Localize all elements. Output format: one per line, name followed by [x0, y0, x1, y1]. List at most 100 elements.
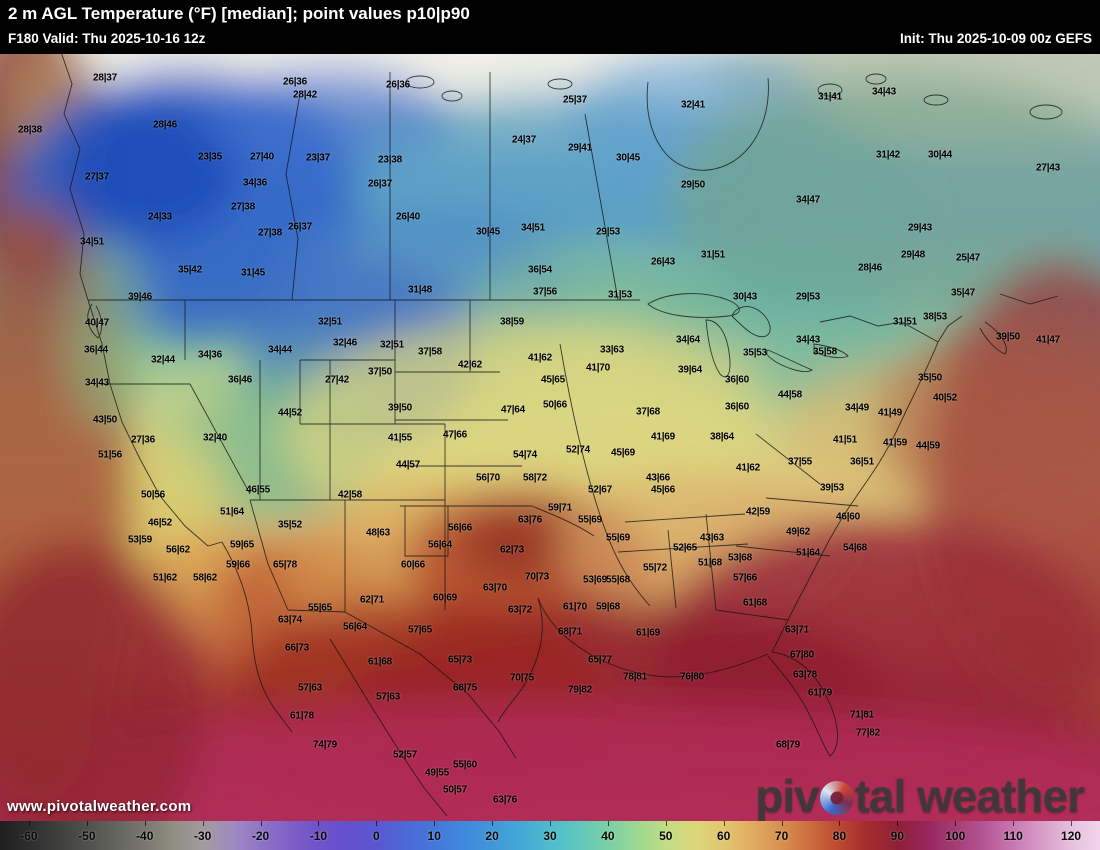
point-value: 65|77	[587, 654, 613, 666]
point-value: 38|53	[922, 311, 948, 323]
point-value: 26|43	[650, 256, 676, 268]
point-value: 51|68	[697, 557, 723, 569]
colorbar-tick-label: 50	[659, 828, 673, 843]
logo-text-post: tal weather	[854, 770, 1085, 821]
point-value: 56|64	[342, 621, 368, 633]
point-value: 27|36	[130, 434, 156, 446]
point-value: 34|44	[267, 344, 293, 356]
point-value: 53|69	[582, 574, 608, 586]
map-borders	[61, 54, 1063, 817]
point-value: 41|55	[387, 432, 413, 444]
colorbar-tick-label: -10	[309, 828, 328, 843]
colorbar-tick-mark	[550, 821, 551, 826]
point-value: 57|66	[732, 572, 758, 584]
point-value: 65|73	[447, 654, 473, 666]
point-value: 41|62	[735, 462, 761, 474]
point-value: 56|66	[447, 522, 473, 534]
point-value: 27|37	[84, 171, 110, 183]
point-value: 31|51	[892, 316, 918, 328]
colorbar-tick-mark	[28, 821, 30, 826]
point-value: 28|46	[857, 262, 883, 274]
point-value: 52|74	[565, 444, 591, 456]
point-value: 31|53	[607, 289, 633, 301]
point-value: 40|52	[932, 392, 958, 404]
point-value: 28|42	[292, 89, 318, 101]
point-value: 29|41	[567, 142, 593, 154]
point-value: 27|43	[1035, 162, 1061, 174]
point-value: 55|72	[642, 562, 668, 574]
pivotal-weather-logo: piv tal weather	[755, 770, 1085, 821]
point-value: 44|57	[395, 459, 421, 471]
point-value: 29|53	[595, 226, 621, 238]
colorbar-tick-mark	[665, 821, 667, 826]
valid-time-label: F180 Valid: Thu 2025-10-16 12z	[8, 31, 206, 46]
point-value: 60|69	[432, 592, 458, 604]
point-value: 42|58	[337, 489, 363, 501]
point-value: 30|43	[732, 291, 758, 303]
point-value: 55|69	[577, 514, 603, 526]
point-value: 47|66	[442, 429, 468, 441]
point-value: 47|64	[500, 404, 526, 416]
point-values-layer: 28|37 26|36 26|36 28|42 25|37 32|41 31|41 34|43…	[0, 54, 1100, 821]
point-value: 29|43	[907, 222, 933, 234]
point-value: 23|38	[377, 154, 403, 166]
point-value: 37|55	[787, 456, 813, 468]
point-value: 36|60	[724, 401, 750, 413]
temperature-field	[0, 54, 1100, 821]
point-value: 63|76	[492, 794, 518, 806]
point-value: 52|57	[392, 749, 418, 761]
point-value: 51|64	[795, 547, 821, 559]
point-value: 31|45	[240, 267, 266, 279]
point-value: 30|44	[927, 149, 953, 161]
point-value: 30|45	[615, 152, 641, 164]
colorbar: -60 -50 -40 -30 -20 -10 0 10 20 30 40 50 60 70 80 90 100…	[0, 821, 1100, 850]
point-value: 61|78	[289, 710, 315, 722]
point-value: 63|72	[507, 604, 533, 616]
point-value: 36|60	[724, 374, 750, 386]
point-value: 71|81	[849, 709, 875, 721]
point-value: 34|47	[795, 194, 821, 206]
point-value: 68|79	[775, 739, 801, 751]
colorbar-tick-label: 0	[372, 828, 380, 843]
logo-swirl-icon	[819, 781, 854, 815]
point-value: 39|53	[819, 482, 845, 494]
colorbar-tick-label: 60	[716, 828, 731, 843]
point-value: 41|51	[832, 434, 858, 446]
point-value: 25|37	[562, 94, 588, 106]
point-value: 58|62	[192, 572, 218, 584]
colorbar-tick-label: 120	[1061, 828, 1082, 843]
point-value: 44|59	[915, 440, 941, 452]
point-value: 68|75	[452, 682, 478, 694]
point-value: 56|62	[165, 544, 191, 556]
point-value: 63|78	[792, 669, 818, 681]
colorbar-tick-label: 30	[543, 828, 557, 843]
point-value: 54|68	[842, 542, 868, 554]
colorbar-tick-mark	[839, 821, 841, 826]
point-value: 32|51	[379, 339, 405, 351]
point-value: 40|47	[84, 317, 110, 329]
point-value: 30|45	[475, 226, 501, 238]
point-value: 58|72	[522, 472, 548, 484]
point-value: 41|59	[882, 437, 908, 449]
colorbar-tick-mark	[781, 821, 783, 826]
init-time-label: Init: Thu 2025-10-09 00z GEFS	[899, 31, 1092, 46]
colorbar-tick-label: 110	[1003, 828, 1023, 843]
colorbar-tick-mark	[607, 821, 609, 826]
point-value: 35|53	[742, 347, 768, 359]
point-value: 23|35	[197, 151, 223, 163]
point-value: 37|50	[367, 366, 393, 378]
point-value: 68|71	[557, 626, 583, 638]
point-value: 24|37	[511, 134, 537, 146]
point-value: 49|55	[424, 767, 450, 779]
point-value: 61|68	[367, 656, 393, 668]
point-value: 35|58	[812, 346, 838, 358]
colorbar-tick-mark	[1071, 821, 1073, 826]
point-value: 76|80	[679, 671, 705, 683]
colorbar-tick-label: -60	[20, 828, 38, 843]
point-value: 45|69	[610, 447, 636, 459]
point-value: 27|42	[324, 374, 350, 386]
point-value: 51|62	[152, 572, 178, 584]
point-value: 61|68	[742, 597, 768, 609]
point-value: 29|53	[795, 291, 821, 303]
colorbar-tick-mark	[86, 821, 88, 826]
